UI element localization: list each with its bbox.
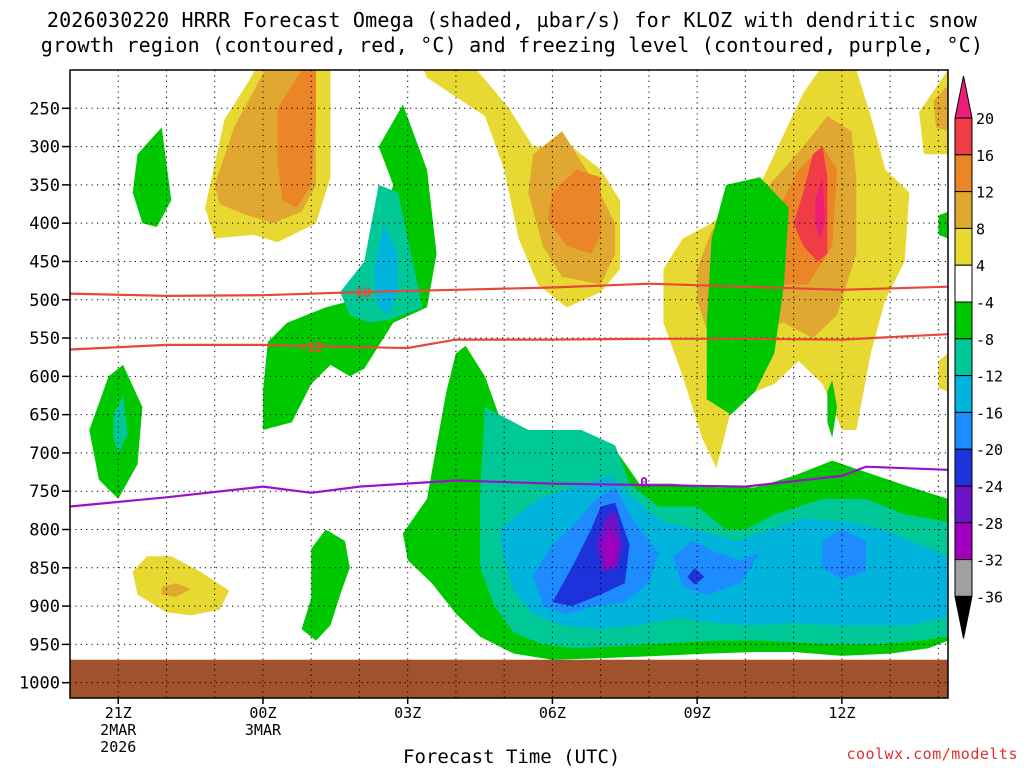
y-tick-label-600: 600 [29, 367, 60, 387]
omega-region-pos-4-8 [919, 70, 948, 155]
y-tick-label-700: 700 [29, 444, 60, 464]
y-tick-label-800: 800 [29, 521, 60, 541]
x-tick-label-16-0: 12Z [828, 704, 855, 722]
colorbar-bottom-arrow [954, 595, 973, 639]
colorbar-box-neg-8-12 [954, 338, 973, 377]
y-tick-label-750: 750 [29, 482, 60, 502]
omega-region-pos-4-8 [938, 353, 948, 392]
omega-region-neg-4-8 [706, 177, 789, 415]
omega-shading [89, 70, 948, 660]
ground-layer [70, 659, 948, 698]
x-axis-title: Forecast Time (UTC) [403, 746, 621, 768]
y-tick-label-400: 400 [29, 214, 60, 234]
colorbar-label-5: -4 [976, 294, 994, 312]
y-tick-label-500: 500 [29, 291, 60, 311]
y-tick-label-250: 250 [29, 99, 60, 119]
plot-frame [69, 69, 949, 699]
x-tick-label-1-0: 21Z [105, 704, 132, 722]
x-tick-label-1-2: 2026 [100, 738, 136, 756]
omega-region-pos-8-12 [933, 85, 948, 132]
colorbar-label-0: 20 [976, 110, 994, 128]
y-tick-label-650: 650 [29, 406, 60, 426]
credit-text: coolwx.com/modelts [846, 745, 1018, 763]
y-tick-label-950: 950 [29, 635, 60, 655]
x-tick-label-13-0: 09Z [684, 704, 711, 722]
omega-region-neg-4-8 [263, 104, 437, 430]
x-tick-label-7-0: 03Z [394, 704, 421, 722]
y-tick-label-350: 350 [29, 176, 60, 196]
colorbar-label-6: -8 [976, 331, 994, 349]
omega-region-pos-8-12 [161, 583, 191, 597]
colorbar-box-pos-16-20 [954, 117, 973, 156]
colorbar-label-2: 12 [976, 184, 994, 202]
colorbar-box-neg-32-36 [954, 559, 973, 597]
x-tick-label-4-0: 00Z [249, 704, 276, 722]
omega-region-neg-8-12 [113, 395, 128, 453]
gridlines [70, 70, 948, 698]
y-tick-label-1000: 1000 [19, 674, 60, 694]
contour-line-2 [70, 465, 948, 508]
colorbar-box-neg-24-28 [954, 485, 973, 524]
colorbar-label-1: 16 [976, 147, 994, 165]
colorbar-box-white [954, 264, 973, 303]
colorbar-label-9: -20 [976, 441, 1003, 459]
y-tick-label-850: 850 [29, 559, 60, 579]
colorbar-box-neg-4-8 [954, 301, 973, 340]
temperature-contours: -18 -12 0 [70, 282, 948, 508]
omega-region-neg-4-8 [938, 211, 948, 239]
omega-region-neg-4-8 [827, 380, 837, 438]
omega-region-neg-20-24 [687, 567, 705, 585]
contour-label-0: -18 [348, 286, 372, 301]
colorbar-box-neg-16-20 [954, 411, 973, 450]
colorbar-label-12: -32 [976, 552, 1003, 570]
omega-region-neg-4-8 [301, 529, 350, 641]
omega-region-neg-16-20 [822, 529, 866, 580]
contour-line-1 [70, 333, 948, 351]
omega-colorbar: 20 16 12 8 4 -4 -8 -12 -16 -20 -24 -28 -32 -36 [954, 75, 1003, 639]
contour-label-1: -12 [299, 341, 322, 356]
y-tick-label-450: 450 [29, 252, 60, 272]
contour-line-0 [70, 282, 948, 298]
colorbar-label-8: -16 [976, 404, 1003, 422]
ground-fill [70, 659, 948, 698]
omega-region-neg-28-32 [603, 525, 618, 568]
pressure-axis: 250 300 350 400 450 500 550 600 650 700 750 800 850 9… [19, 99, 70, 694]
omega-region-neg-4-8 [132, 127, 172, 227]
colorbar-box-pos-4-8 [954, 227, 973, 266]
colorbar-box-pos-12-16 [954, 154, 973, 193]
chart-title-line-2: growth region (contoured, red, °C) and f… [40, 33, 984, 57]
contour-label-2: 0 [640, 476, 648, 491]
y-tick-label-550: 550 [29, 329, 60, 349]
omega-region-pos-20-up [815, 177, 825, 239]
omega-region-pos-12-16 [277, 70, 316, 208]
colorbar-label-7: -12 [976, 368, 1003, 386]
colorbar-top-arrow [954, 75, 973, 119]
omega-region-pos-12-16 [547, 169, 601, 254]
x-tick-label-10-0: 06Z [539, 704, 566, 722]
colorbar-label-3: 8 [976, 220, 985, 238]
x-tick-label-4-1: 3MAR [245, 721, 282, 739]
colorbar-box-pos-8-12 [954, 191, 973, 229]
colorbar-label-10: -24 [976, 478, 1003, 496]
colorbar-label-13: -36 [976, 588, 1003, 606]
colorbar-label-4: 4 [976, 257, 985, 275]
colorbar-box-neg-28-32 [954, 522, 973, 561]
y-tick-label-300: 300 [29, 138, 60, 158]
colorbar-label-11: -28 [976, 515, 1003, 533]
chart-title-line-1: 2026030220 HRRR Forecast Omega (shaded, … [46, 8, 978, 32]
y-tick-label-900: 900 [29, 597, 60, 617]
x-tick-label-1-1: 2MAR [100, 721, 137, 739]
colorbar-box-neg-12-16 [954, 375, 973, 413]
colorbar-box-neg-20-24 [954, 448, 973, 487]
